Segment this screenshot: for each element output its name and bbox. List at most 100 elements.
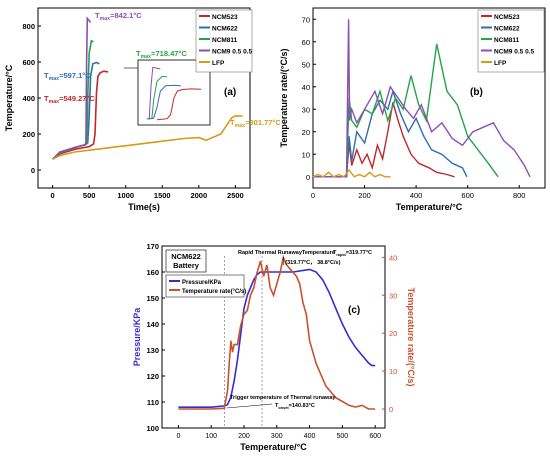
panel-c-y-left-axis-label: Pressure/KPa bbox=[132, 307, 142, 367]
panel-c-title-text: NCM622 bbox=[171, 252, 201, 261]
panel-a-legend-label: LFP bbox=[212, 60, 225, 67]
panel-c-rapid-annotation-value: Trapid=319.77°C bbox=[333, 250, 372, 257]
panel-b-series-line bbox=[313, 43, 499, 178]
panel-a-y-tick-label: 600 bbox=[22, 58, 35, 67]
panel-c-series-line bbox=[178, 254, 376, 410]
panel-c-title-box bbox=[165, 249, 207, 273]
panel-c-y-right-tick-label: 10 bbox=[389, 367, 397, 376]
panel-c-y-left-tick-label: 150 bbox=[146, 294, 159, 303]
panel-a-x-tick-label: 1500 bbox=[154, 191, 171, 200]
panel-a: 0 500 1000 1500 2000 2500 0 200 400 600 800 Time(s)… bbox=[4, 7, 281, 212]
panel-b-legend-label: LFP bbox=[494, 60, 507, 67]
panel-c-legend-label: Temperature rate(°C/s) bbox=[182, 289, 246, 295]
panel-c-rapid-annotation-text: Rapid Thermal RunawayTemperature bbox=[238, 250, 335, 256]
panel-c-x-tick-label: 200 bbox=[238, 433, 250, 440]
panel-a-y-tick-label: 800 bbox=[22, 22, 35, 31]
panel-b-label: (b) bbox=[470, 87, 483, 98]
panel-b-legend-label: NCM9 0.5 0.5 bbox=[494, 49, 534, 56]
panel-b-y-tick-label: 20 bbox=[302, 128, 310, 137]
panel-b-y-tick-label: 0 bbox=[306, 173, 310, 182]
panel-b-y-tick-label: 70 bbox=[302, 15, 310, 24]
panel-a-series-line bbox=[52, 16, 92, 160]
panel-a-tmax-annotation: Tmax=842.1°C bbox=[95, 11, 142, 22]
panel-c-trigger-annotation-leader bbox=[226, 403, 273, 409]
panel-c-y-right-axis-label: Temperature rate/(°C/s) bbox=[406, 288, 416, 387]
panel-b-legend-label: NCM811 bbox=[494, 37, 520, 44]
panel-a-x-tick-label: 2500 bbox=[227, 191, 244, 200]
panel-b-y-tick-label: 60 bbox=[302, 38, 310, 47]
panel-c-x-axis-label: Temperature/°C bbox=[240, 442, 307, 452]
panel-a-x-axis-label: Time(s) bbox=[128, 202, 160, 212]
panel-c-y-left-tick-label: 160 bbox=[146, 268, 159, 277]
panel-b-x-tick-label: 200 bbox=[358, 191, 371, 200]
panel-c-title-text: Battery bbox=[173, 261, 200, 270]
panel-a-tmax-annotation: Tmax=718.47°C bbox=[136, 49, 187, 60]
panel-b-y-tick-label: 30 bbox=[302, 105, 310, 114]
panel-c-y-right-tick-label: 20 bbox=[389, 329, 397, 338]
panel-a-tmax-annotation: Tmax=301.77°C bbox=[230, 118, 281, 129]
panel-a-y-tick-label: 400 bbox=[22, 94, 35, 103]
panel-c-legend-box bbox=[165, 274, 245, 298]
panel-a-x-tick-label: 500 bbox=[83, 191, 96, 200]
panel-c-x-tick-label: 0 bbox=[176, 433, 180, 440]
panel-c-y-left-tick-label: 140 bbox=[146, 320, 159, 329]
panel-c-x-tick-label: 300 bbox=[271, 433, 283, 440]
panel-b-y-axis-label: Temperature rate/(°C/s) bbox=[279, 49, 289, 148]
panel-b: 0 200 400 600 800 0 10 20 30 40 50 60 70 Temperature/… bbox=[279, 7, 546, 212]
panel-a-legend-label: NCM811 bbox=[212, 37, 238, 44]
panel-a-legend-label: NCM9 0.5 0.5 bbox=[212, 49, 252, 56]
panel-a-x-tick-label: 1000 bbox=[117, 191, 134, 200]
panel-c-x-tick-label: 500 bbox=[337, 433, 349, 440]
panel-a-inset-series-line bbox=[148, 75, 168, 120]
panel-c-y-right-tick-label: 30 bbox=[389, 291, 397, 300]
panel-c-x-tick-label: 600 bbox=[369, 433, 381, 440]
panel-b-x-tick-label: 0 bbox=[311, 191, 315, 200]
panel-c-label: (c) bbox=[348, 305, 360, 316]
panel-b-x-tick-label: 600 bbox=[461, 191, 474, 200]
panel-a-legend-label: NCM622 bbox=[212, 26, 238, 33]
panel-a-series-line bbox=[52, 70, 109, 160]
panel-c-y-left-tick-label: 110 bbox=[147, 398, 159, 407]
panel-c-y-left-tick-label: 100 bbox=[146, 424, 159, 433]
panel-b-x-tick-label: 400 bbox=[410, 191, 423, 200]
panel-b-series-line bbox=[312, 168, 391, 178]
panel-a-y-tick-label: 200 bbox=[22, 130, 35, 139]
panel-c: 0 100 200 300 400 500 600100110120130140150160… bbox=[132, 242, 416, 452]
panel-c-x-tick-label: 100 bbox=[205, 433, 217, 440]
panel-c-trigger-annotation-text: Trigger temperature of Thermal runaway bbox=[230, 395, 336, 401]
panel-b-legend-label: NCM523 bbox=[494, 14, 520, 21]
panel-a-x-tick-label: 2000 bbox=[190, 191, 207, 200]
panel-c-trigger-annotation-value: Tonset=140.83°C bbox=[275, 403, 315, 410]
panel-c-y-right-tick-label: 0 bbox=[389, 405, 393, 414]
panel-a-tmax-annotation: Tmax=549.27°C bbox=[44, 94, 95, 105]
panel-b-y-tick-label: 40 bbox=[302, 83, 310, 92]
panel-a-series-line bbox=[52, 114, 243, 160]
panel-c-legend-label: Pressure/KPa bbox=[182, 280, 222, 286]
panel-b-x-axis-label: Temperature/°C bbox=[396, 202, 463, 212]
panel-a-x-tick-label: 0 bbox=[51, 191, 55, 200]
panel-a-inset-series-line bbox=[148, 84, 181, 120]
panel-c-y-right-tick-label: 40 bbox=[389, 253, 397, 262]
panel-c-y-left-tick-label: 170 bbox=[146, 242, 159, 251]
panel-a-tmax-annotation: Tmax=597.1°C bbox=[44, 71, 91, 82]
panel-a-y-tick-label: 0 bbox=[31, 166, 35, 175]
panel-b-y-tick-label: 10 bbox=[302, 150, 310, 159]
panel-b-y-tick-label: 50 bbox=[302, 60, 310, 69]
panel-a-label: (a) bbox=[224, 87, 236, 98]
panel-b-frame bbox=[312, 7, 546, 189]
panel-b-legend-label: NCM622 bbox=[494, 26, 520, 33]
panel-b-series-line bbox=[313, 102, 455, 178]
panel-b-x-tick-label: 800 bbox=[513, 191, 526, 200]
panel-a-inset-series-line bbox=[156, 88, 202, 121]
panel-c-y-left-tick-label: 130 bbox=[146, 346, 159, 355]
panel-c-frame bbox=[161, 245, 386, 429]
panel-c-x-tick-label: 400 bbox=[304, 433, 316, 440]
panel-a-legend-label: NCM523 bbox=[212, 14, 238, 21]
panel-c-rapid-annotation-point: (319.77°C， 38.8°C/s) bbox=[285, 260, 340, 266]
panel-b-series-line bbox=[313, 19, 531, 178]
panel-a-y-axis-label: Temperature/°C bbox=[4, 64, 14, 131]
panel-c-y-left-tick-label: 120 bbox=[146, 372, 159, 381]
